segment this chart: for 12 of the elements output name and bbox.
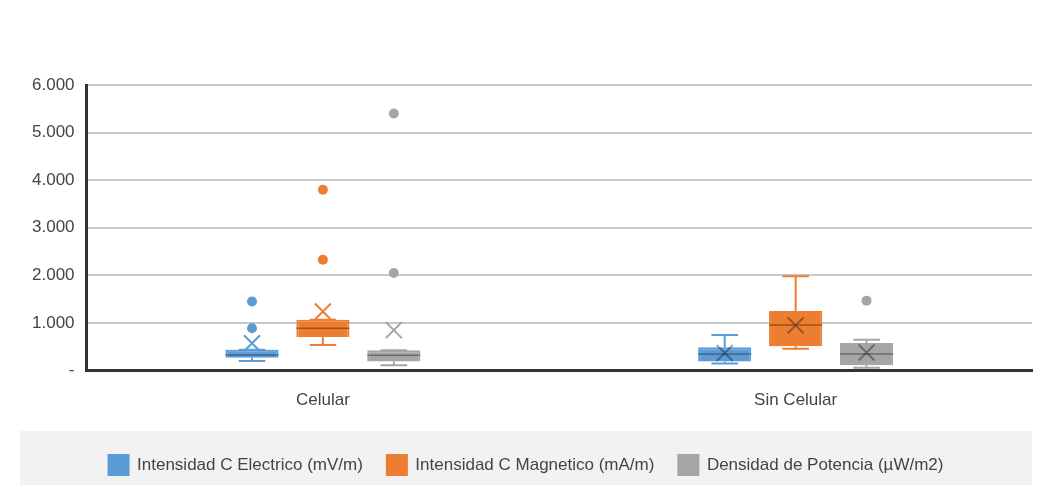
y-tick-label: 1.000 [31,312,75,332]
y-tick-label: 3.000 [31,217,75,237]
y-tick-label: 4.000 [31,169,75,189]
y-tick-label: 6.000 [31,74,75,94]
y-tick-label: 2.000 [31,265,75,285]
legend-label: Intensidad C Electrico (mV/m) [137,454,363,474]
legend-label: Densidad de Potencia (µW/m2) [706,454,944,474]
y-tick-label: 5.000 [31,122,75,142]
x-tick-label: Celular [295,390,351,410]
x-tick-label: Sin Celular [754,390,838,410]
y-tick-label: - [68,360,75,380]
legend-label: Intensidad C Magnetico (mA/m) [415,454,655,474]
